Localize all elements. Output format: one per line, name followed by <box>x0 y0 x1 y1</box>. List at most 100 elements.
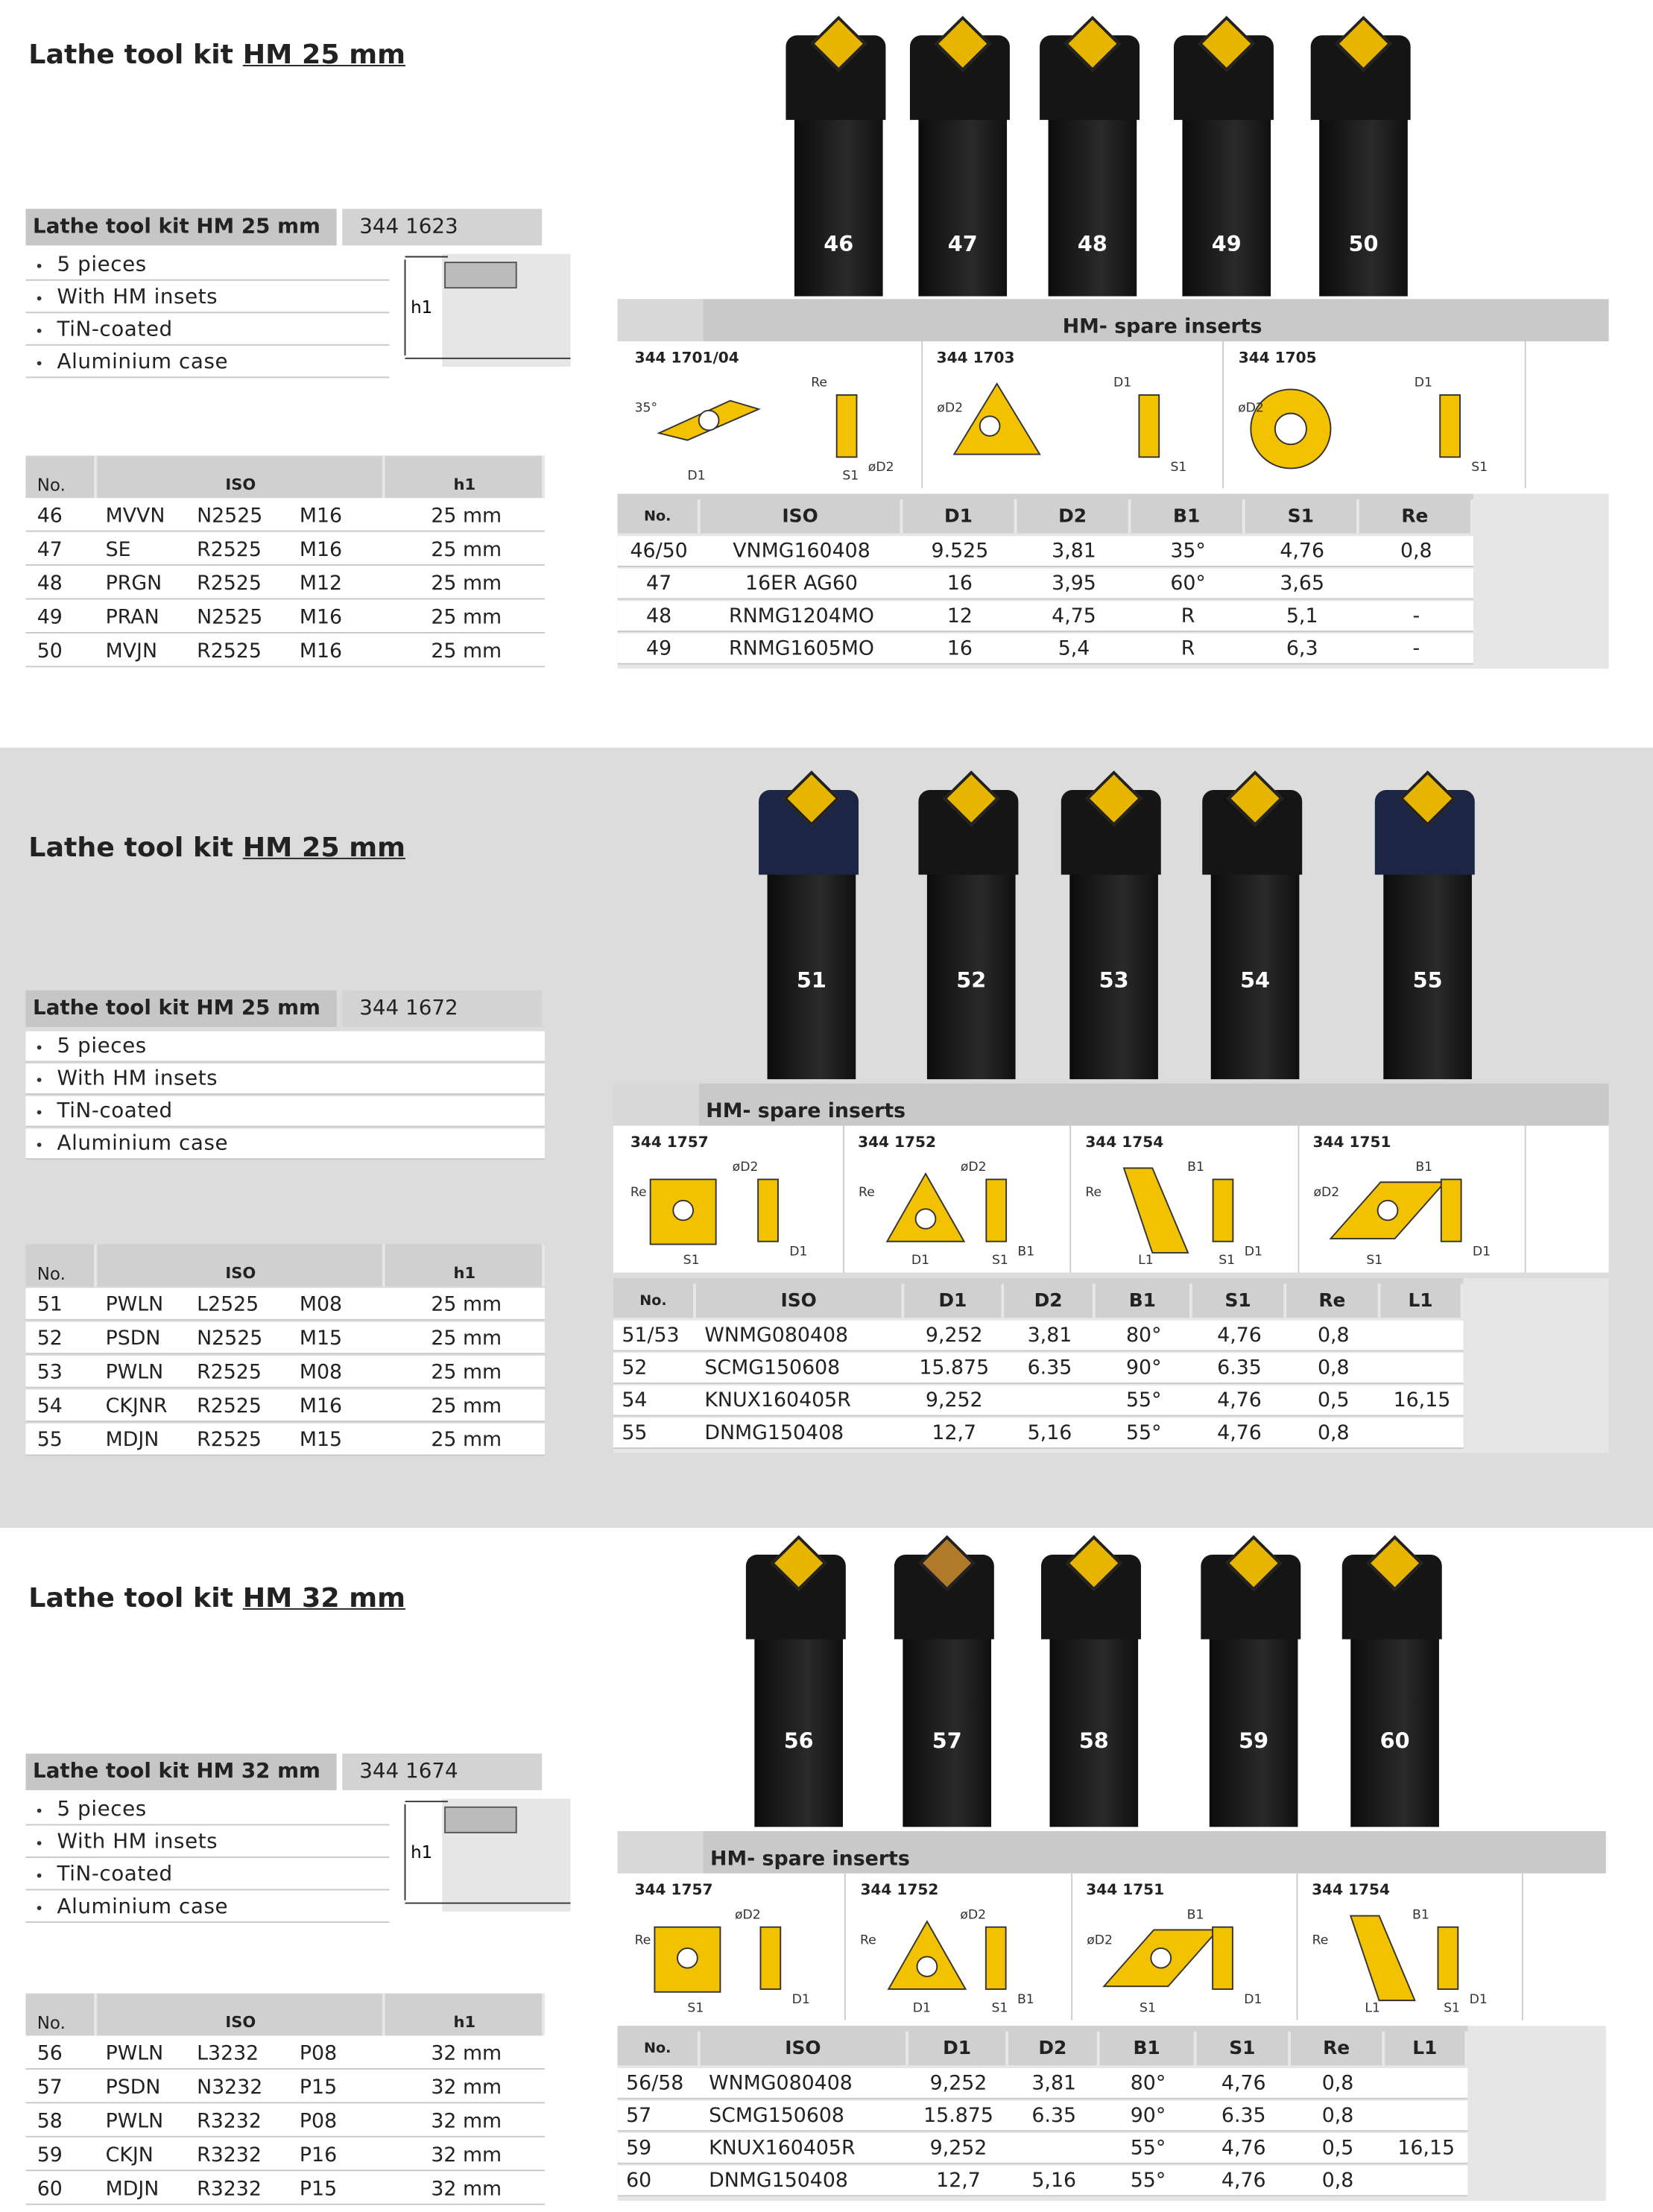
dimension-label: S1 <box>1170 460 1186 475</box>
table-cell: 55 <box>37 1428 63 1451</box>
dimension-label: D1 <box>913 2000 931 2015</box>
insert-cell: 4,76 <box>1221 2137 1266 2161</box>
insert-code: 344 1752 <box>860 1882 939 1899</box>
title-size: HM 32 mm <box>242 1582 406 1614</box>
feature: Aluminium case <box>57 351 229 374</box>
insert-hole <box>914 1208 936 1230</box>
insert-header: ISO <box>701 2031 909 2066</box>
dimension-label: S1 <box>1219 1253 1235 1268</box>
dimension-label: D1 <box>789 1245 807 1260</box>
insert-header-row <box>617 2026 1468 2066</box>
header-no: No. <box>37 1264 66 1284</box>
drawing-cell <box>1072 1873 1298 2020</box>
drawing-cell <box>1071 1125 1299 1273</box>
insert-header: Re <box>1291 2031 1385 2066</box>
tool-label: 50 <box>1348 231 1379 257</box>
table-cell: 52 <box>37 1327 63 1350</box>
feature-row <box>25 1794 390 1826</box>
insert-row <box>613 1353 1464 1384</box>
table-cell: CKJNR <box>105 1394 168 1418</box>
table-row <box>25 1389 546 1423</box>
drawing-cell <box>1298 1125 1526 1273</box>
dimension-label: D1 <box>792 1992 810 2007</box>
tool-body <box>1069 853 1158 1080</box>
table-cell: R2525 <box>197 639 262 663</box>
header-cell <box>25 1244 98 1287</box>
insert-cell: 16,15 <box>1397 2137 1456 2161</box>
insert-header: ISO <box>696 1283 905 1318</box>
insert-shape <box>885 1172 965 1242</box>
insert-header: S1 <box>1192 1283 1287 1318</box>
insert-drawing: øD2 D1 S1 <box>1239 376 1488 475</box>
insert-cell: - <box>1412 605 1420 628</box>
header-cell <box>25 455 98 499</box>
insert-header: D2 <box>1008 2031 1100 2066</box>
insert-code: 344 1701/04 <box>634 350 739 367</box>
feature: TiN-coated <box>57 1863 173 1886</box>
table-cell: 25 mm <box>431 606 502 629</box>
section-title: Lathe tool kit HM 25 mm <box>28 40 405 71</box>
table-header <box>25 455 546 499</box>
tool-label: 60 <box>1379 1728 1410 1754</box>
insert-row <box>613 1418 1464 1450</box>
dimension-label: øD2 <box>937 401 963 416</box>
table-header <box>25 1993 546 2036</box>
insert-cell: 90° <box>1130 2105 1166 2128</box>
insert-header: D1 <box>908 2031 1008 2066</box>
table-cell: PRAN <box>105 606 159 629</box>
insert-cell: 0,8 <box>1321 2170 1354 2193</box>
table-row <box>25 1288 546 1321</box>
drawing-cell <box>620 1873 847 2020</box>
insert-code: 344 1705 <box>1238 350 1317 367</box>
dimension-label: øD2 <box>735 1907 761 1922</box>
feature: TiN-coated <box>57 318 173 342</box>
insert-cell: 6.35 <box>1027 1356 1072 1380</box>
dimension-label: øD2 <box>868 460 894 475</box>
insert-cell: 16 <box>946 572 973 595</box>
header-cell <box>100 1244 385 1287</box>
insert-cell: 54 <box>622 1389 648 1412</box>
kit-article: 344 1672 <box>342 990 543 1028</box>
insert-header-row <box>617 493 1473 534</box>
dimension-label: B1 <box>1412 1907 1429 1922</box>
insert-cell: 35° <box>1170 540 1206 563</box>
dimension-label: øD2 <box>960 1160 986 1175</box>
insert-cell: WNMG080408 <box>704 1324 849 1347</box>
header-cell <box>100 1993 385 2036</box>
insert-cell: 4,76 <box>1217 1422 1262 1445</box>
tool-body <box>918 98 1008 297</box>
diagram-holder <box>444 262 517 289</box>
tool-body <box>1319 98 1408 297</box>
insert-row <box>617 2100 1468 2132</box>
insert-cell: 57 <box>626 2105 652 2128</box>
drawing-cell <box>844 1125 1072 1273</box>
insert-cell: 12 <box>946 605 973 628</box>
table-row <box>25 2070 546 2104</box>
drawing-cell <box>1224 341 1526 488</box>
table-cell: L3232 <box>197 2041 259 2065</box>
insert-cell: 6,3 <box>1286 637 1318 660</box>
dimension-label: D1 <box>1415 376 1432 391</box>
feature-row <box>25 250 390 281</box>
inserts-title: HM- spare inserts <box>710 1848 910 1871</box>
dimension-label: B1 <box>1017 1992 1034 2007</box>
title-prefix: Lathe tool kit <box>28 832 234 864</box>
table-row <box>25 1423 546 1456</box>
insert-header: No. <box>618 499 701 534</box>
table-cell: R3232 <box>197 2109 262 2133</box>
insert-cell: 49 <box>646 637 672 660</box>
insert-cell: 3,81 <box>1027 1324 1072 1347</box>
section-title: Lathe tool kit HM 32 mm <box>28 1583 405 1614</box>
insert-code: 344 1757 <box>634 1882 713 1899</box>
table-cell: 60 <box>37 2177 63 2200</box>
feature-row <box>25 1128 546 1160</box>
table-cell: N2525 <box>197 606 263 629</box>
table-cell: 25 mm <box>431 1327 502 1350</box>
header-iso: ISO <box>225 1264 256 1283</box>
insert-cell: 0,5 <box>1317 1389 1350 1412</box>
table-cell: P08 <box>299 2109 338 2133</box>
feature-row <box>25 282 390 314</box>
insert-cell: 55° <box>1126 1422 1162 1445</box>
h-label: h1 <box>411 298 432 317</box>
